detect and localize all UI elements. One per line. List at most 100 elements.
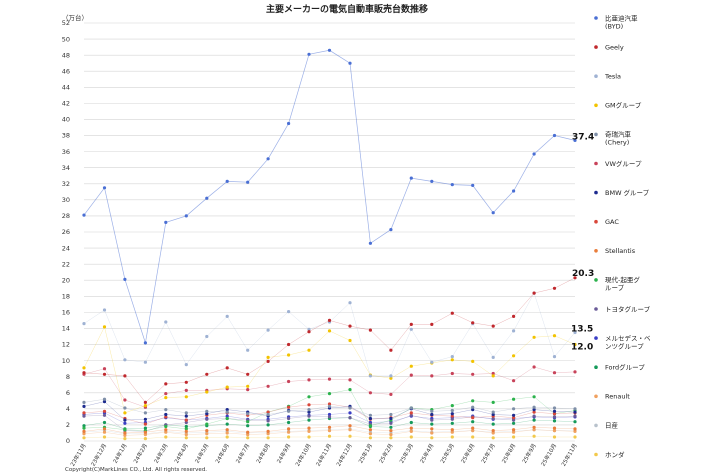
data-point — [307, 348, 311, 352]
legend-marker — [594, 190, 598, 195]
data-point — [143, 411, 147, 415]
data-point — [246, 388, 250, 392]
data-point — [266, 328, 270, 332]
data-point — [471, 372, 475, 376]
data-point — [389, 429, 393, 433]
legend-label: 奇瑞汽車 — [605, 130, 632, 139]
data-point — [471, 399, 475, 403]
data-point — [552, 409, 557, 413]
data-point — [552, 406, 557, 410]
data-point — [205, 412, 209, 416]
data-point — [430, 179, 434, 183]
data-point — [389, 392, 393, 396]
data-point — [573, 370, 577, 374]
legend-marker — [594, 16, 598, 20]
data-point — [143, 437, 147, 441]
y-tick-label: 42 — [62, 100, 70, 108]
data-point — [409, 327, 413, 331]
data-point — [327, 415, 332, 419]
x-tick-label: 23年12月 — [89, 442, 108, 468]
data-point — [184, 433, 188, 437]
data-point — [164, 396, 168, 400]
chart-title: 主要メーカーの電気自動車販売台数推移 — [266, 3, 428, 15]
data-point — [348, 378, 352, 382]
data-point — [368, 436, 372, 440]
data-point — [430, 418, 434, 422]
series-line — [83, 326, 576, 414]
data-point — [102, 367, 107, 371]
data-point — [573, 138, 577, 142]
x-tick-label: 24年6月 — [213, 442, 231, 465]
y-tick-label: 22 — [62, 260, 70, 268]
legend-marker — [594, 161, 598, 166]
data-point — [123, 431, 127, 435]
data-point — [123, 411, 127, 415]
data-point — [266, 432, 270, 436]
y-tick-label: 6 — [66, 389, 70, 397]
data-point — [266, 410, 270, 414]
legend-label: GMグループ — [605, 101, 642, 110]
data-point — [327, 412, 332, 417]
data-point — [532, 291, 536, 295]
data-point — [287, 427, 291, 431]
data-point — [368, 432, 372, 436]
data-label: 37.4 — [572, 132, 594, 142]
data-point — [471, 429, 475, 433]
x-tick-label: 25年2月 — [377, 442, 395, 465]
legend-marker — [594, 219, 598, 224]
data-point — [327, 404, 332, 408]
x-tick-label: 25年6月 — [459, 442, 477, 465]
x-tick-label: 24年12月 — [334, 442, 353, 468]
data-point — [389, 436, 393, 440]
y-tick-label: 46 — [62, 67, 70, 75]
data-point — [450, 414, 454, 418]
data-point — [368, 413, 372, 417]
data-point — [184, 420, 188, 425]
legend-label: 現代-起亜グ — [605, 275, 640, 284]
data-point — [430, 436, 434, 440]
data-point — [164, 408, 168, 412]
data-point — [450, 311, 454, 315]
data-point — [511, 428, 516, 432]
data-point — [164, 412, 168, 417]
data-point — [287, 310, 291, 314]
data-point — [307, 330, 311, 334]
data-point — [246, 424, 250, 428]
data-point — [552, 334, 557, 338]
legend-label: Renault — [605, 393, 630, 401]
data-point — [266, 355, 270, 359]
data-point — [123, 374, 127, 378]
data-point — [143, 422, 147, 426]
data-point — [307, 408, 311, 412]
data-point — [409, 426, 413, 430]
data-point — [491, 436, 495, 440]
data-point — [430, 431, 434, 435]
data-point — [327, 318, 332, 322]
data-point — [102, 186, 107, 190]
data-point — [389, 433, 393, 437]
y-tick-label: 18 — [62, 293, 70, 301]
data-point — [552, 419, 557, 423]
data-point — [307, 418, 311, 422]
data-point — [327, 377, 332, 381]
data-point — [102, 435, 107, 439]
x-tick-label: 24年4月 — [172, 442, 190, 465]
data-point — [287, 379, 291, 384]
data-point — [532, 425, 536, 429]
data-label: 13.5 — [571, 324, 593, 334]
data-point — [348, 428, 352, 432]
data-point — [368, 428, 372, 432]
data-point — [389, 376, 393, 380]
x-axis-ticks: 23年11月 23年12月 24年1月 24年2月 24年3月 24年4月 24年5月 24年… — [68, 442, 578, 468]
data-point — [82, 429, 86, 433]
data-point — [246, 420, 250, 424]
data-point — [552, 286, 557, 290]
data-point — [430, 360, 434, 364]
legend-marker — [594, 74, 598, 78]
data-point — [123, 433, 127, 437]
data-point — [246, 436, 250, 440]
data-point — [123, 406, 127, 410]
data-point — [143, 404, 147, 408]
copyright-text: Copyright(C)MarkLines CO., Ltd. All righ… — [65, 467, 207, 473]
data-point — [511, 407, 516, 411]
